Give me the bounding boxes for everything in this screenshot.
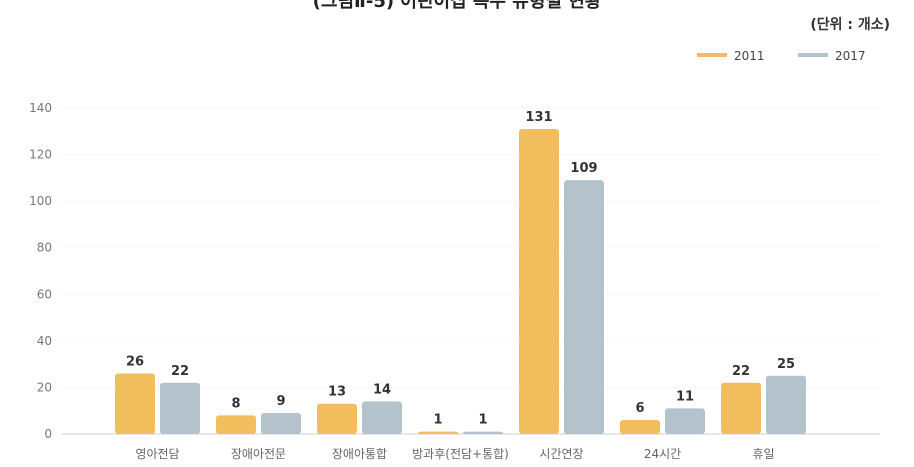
bar-2011-1 [115, 373, 155, 434]
data-label: 1 [478, 413, 487, 428]
y-tick-label: 120 [29, 148, 52, 162]
x-tick-label: 휴일 [752, 447, 774, 461]
bar-2011-5 [519, 128, 559, 434]
bar-2011-7 [721, 382, 761, 434]
data-label: 14 [373, 382, 391, 397]
bar-2011-3 [317, 403, 357, 434]
legend-label: 2011 [734, 49, 765, 63]
bar-2017-6 [665, 408, 705, 434]
y-tick-label: 40 [37, 334, 52, 348]
bar-2017-3 [362, 401, 402, 434]
data-label: 22 [732, 364, 750, 379]
data-label: 6 [635, 401, 644, 416]
bar-2017-2 [261, 413, 301, 434]
data-label: 13 [328, 385, 346, 400]
x-tick-label: 시간연장 [539, 447, 583, 461]
chart-title: (그림Ⅱ-5) 어린이집 특수 유형별 현황 [312, 0, 602, 12]
x-tick-label: 장애아전문 [231, 447, 286, 461]
x-tick-label: 24시간 [644, 447, 681, 461]
bar-2017-1 [160, 382, 200, 434]
data-label: 26 [126, 354, 144, 369]
y-tick-label: 20 [37, 380, 52, 394]
x-tick-label: 방과후(전담+통합) [412, 447, 509, 461]
bar-2011-4 [418, 431, 458, 434]
bar-2011-6 [620, 420, 660, 434]
data-label: 11 [676, 389, 694, 404]
data-label: 25 [777, 357, 795, 372]
y-tick-label: 100 [29, 194, 52, 208]
bar-2017-5 [564, 180, 604, 434]
data-label: 22 [171, 364, 189, 379]
y-tick-label: 140 [29, 101, 52, 115]
y-tick-label: 80 [37, 241, 52, 255]
data-label: 9 [276, 394, 285, 409]
data-label: 109 [570, 161, 597, 176]
bar-2017-7 [766, 375, 806, 434]
data-label: 131 [525, 110, 552, 125]
bar-2011-2 [216, 415, 256, 434]
legend-label: 2017 [835, 49, 866, 63]
y-tick-label: 60 [37, 287, 52, 301]
bar-2017-4 [463, 431, 503, 434]
unit-label: (단위 : 개소) [810, 17, 890, 33]
x-tick-label: 영아전담 [135, 447, 179, 461]
y-tick-label: 0 [44, 427, 52, 441]
data-label: 8 [231, 396, 240, 411]
x-tick-label: 장애아통합 [332, 447, 387, 461]
data-label: 1 [433, 413, 442, 428]
